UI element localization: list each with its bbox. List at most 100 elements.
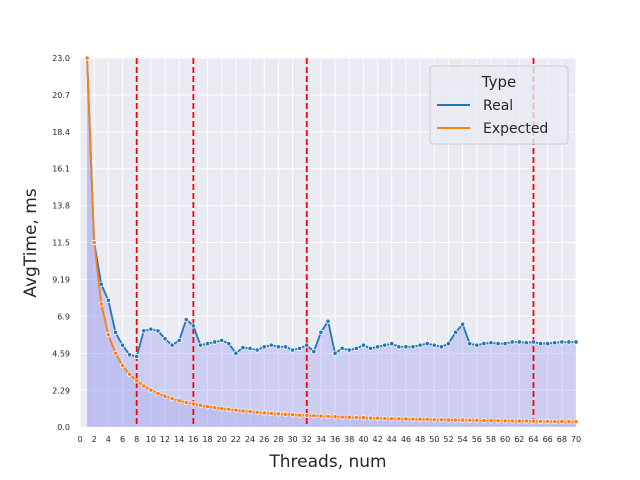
- x-tick-label: 4: [106, 435, 111, 444]
- data-point-real: [233, 350, 239, 356]
- data-point-real: [304, 342, 310, 348]
- x-tick-label: 66: [543, 435, 553, 444]
- data-point-expected: [573, 419, 579, 425]
- x-tick-label: 6: [120, 435, 125, 444]
- area-layer: [87, 58, 576, 427]
- data-point-expected: [353, 414, 359, 421]
- data-point-real: [183, 316, 189, 323]
- data-point-expected: [502, 418, 508, 424]
- data-point-real: [289, 347, 296, 353]
- data-point-expected: [304, 412, 310, 419]
- legend: Type Real Expected: [429, 65, 569, 145]
- data-point-real: [403, 344, 409, 350]
- data-point-expected: [516, 418, 522, 424]
- area-real: [87, 58, 576, 427]
- x-tick-label: 36: [330, 435, 340, 444]
- data-point-real: [360, 342, 367, 348]
- x-tick-label: 10: [146, 435, 156, 444]
- data-point-expected: [141, 383, 147, 389]
- y-tick-label: 0.0: [57, 423, 70, 432]
- data-point-real: [112, 329, 119, 335]
- data-point-real: [268, 342, 274, 348]
- x-tick-label: 16: [188, 435, 198, 444]
- data-point-expected: [98, 301, 104, 307]
- data-point-real: [452, 329, 459, 335]
- data-point-expected: [382, 415, 388, 422]
- data-point-real: [552, 340, 558, 346]
- data-point-expected: [403, 416, 409, 422]
- x-tick-label: 40: [358, 435, 368, 444]
- y-tick-label: 13.8: [52, 202, 70, 211]
- legend-label-real: Real: [483, 98, 513, 114]
- data-point-expected: [325, 413, 331, 420]
- legend-title: Type: [481, 73, 516, 91]
- data-point-real: [141, 328, 147, 334]
- y-tick-label: 20.7: [52, 91, 70, 100]
- data-point-real: [396, 344, 402, 350]
- x-tick-label: 52: [443, 435, 453, 444]
- data-point-real: [530, 339, 537, 345]
- data-point-expected: [282, 411, 289, 417]
- data-point-real: [162, 336, 168, 342]
- data-point-expected: [396, 416, 402, 422]
- data-point-real: [509, 339, 515, 345]
- data-point-expected: [148, 387, 154, 393]
- x-tick-label: 14: [174, 435, 184, 444]
- x-tick-label: 70: [571, 435, 581, 444]
- data-point-expected: [467, 417, 473, 423]
- data-point-real: [474, 342, 480, 348]
- data-point-expected: [134, 378, 140, 384]
- data-point-expected: [389, 416, 395, 422]
- data-point-expected: [289, 412, 296, 418]
- data-point-expected: [445, 417, 452, 423]
- data-point-expected: [105, 332, 111, 338]
- y-tick-labels: 0.0 2.29 4.59 6.9 9.19 11.5 13.8 16.1 18.4 20.7 23…: [52, 54, 70, 432]
- data-point-expected: [374, 415, 381, 421]
- data-point-real: [226, 340, 232, 347]
- data-point-real: [374, 344, 381, 350]
- legend-label-expected: Expected: [483, 121, 548, 137]
- data-point-expected: [530, 418, 537, 424]
- data-point-real: [488, 340, 494, 346]
- data-point-real: [417, 342, 423, 348]
- data-point-real: [424, 340, 430, 347]
- data-point-expected: [112, 350, 119, 356]
- data-point-expected: [212, 404, 218, 411]
- series-layer: [84, 55, 579, 425]
- y-tick-label: 23.0: [52, 54, 70, 63]
- x-tick-labels: 0 2 4 6 8 10 12 14 16 18 20 22 24 26 28 30 32 34 36 38 40 42 4…: [77, 435, 581, 444]
- data-point-real: [169, 342, 175, 348]
- data-point-real: [566, 339, 572, 345]
- data-point-expected: [183, 399, 189, 406]
- data-point-real: [537, 340, 544, 347]
- data-point-expected: [240, 408, 246, 414]
- data-point-expected: [311, 413, 317, 419]
- data-point-expected: [275, 411, 281, 417]
- data-point-expected: [537, 418, 544, 424]
- data-point-real: [197, 342, 204, 348]
- data-point-real: [339, 345, 345, 351]
- series-line-real: [86, 57, 576, 358]
- data-point-expected: [84, 55, 90, 61]
- x-tick-label: 24: [245, 435, 255, 444]
- data-point-expected: [509, 418, 515, 424]
- data-point-real: [105, 297, 111, 303]
- data-point-expected: [91, 239, 97, 246]
- data-point-real: [148, 326, 154, 332]
- data-point-expected: [297, 412, 303, 418]
- data-point-real: [410, 344, 416, 350]
- data-point-expected: [424, 416, 430, 423]
- data-point-real: [445, 340, 452, 347]
- y-tick-label: 6.9: [57, 312, 70, 321]
- data-point-real: [190, 323, 196, 329]
- x-tick-label: 60: [500, 435, 510, 444]
- x-tick-label: 2: [92, 435, 97, 444]
- data-point-real: [247, 345, 253, 351]
- x-tick-label: 20: [217, 435, 227, 444]
- data-point-expected: [254, 409, 260, 415]
- data-point-expected: [226, 406, 232, 412]
- data-point-real: [523, 340, 530, 346]
- data-point-expected: [204, 403, 211, 410]
- data-point-expected: [261, 410, 267, 416]
- data-point-real: [155, 328, 161, 334]
